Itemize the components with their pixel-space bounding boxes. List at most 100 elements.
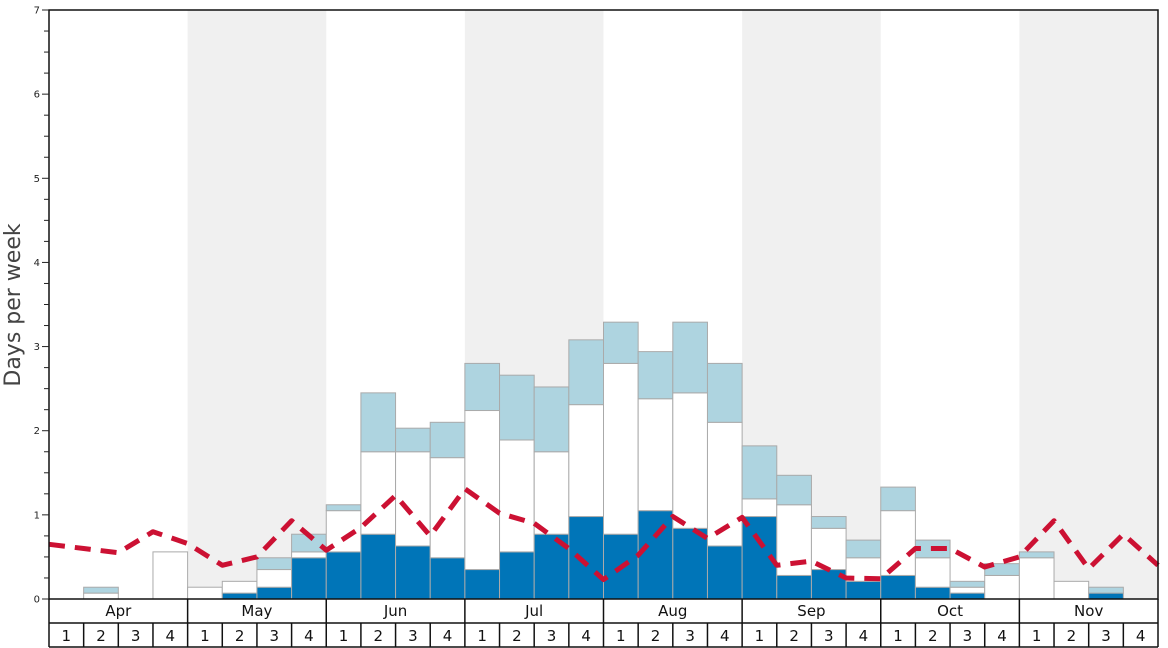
week-label-22: 2 [789,627,799,645]
week-label-18: 2 [651,627,661,645]
bar-dark-segment-11 [395,545,431,600]
bar-light-segment-23 [810,516,847,529]
week-label-13: 1 [477,627,487,645]
bar-light-segment-14 [499,374,535,441]
y-axis: 0 1 2 3 4 5 6 7 [34,6,49,606]
y-tick-label-0: 0 [34,595,40,606]
week-label-4: 4 [166,627,176,645]
bar-light-segment-13 [464,362,501,412]
bar-dark-segment-12 [429,557,466,600]
bar-white-segment-7 [256,569,293,588]
bar-white-segment-28 [984,574,1020,600]
week-label-19: 3 [685,627,695,645]
bar-white-segment-29 [1018,557,1055,600]
bar-white-segment-8 [291,551,327,559]
month-label-sep: Sep [797,602,825,620]
bar-dark-segment-7 [256,586,293,600]
y-tick-label-7: 7 [34,6,40,17]
bar-white-segment-12 [429,457,466,559]
bar-dark-segment-10 [360,533,397,600]
week-label-32: 4 [1136,627,1146,645]
bar-dark-segment-8 [291,557,327,600]
bar-white-segment-4 [152,551,189,600]
bar-white-segment-26 [914,557,951,588]
bar-light-segment-12 [429,421,466,459]
bar-light-segment-27 [949,580,986,588]
bar-light-segment-24 [845,539,882,559]
bar-dark-segment-26 [914,586,951,600]
week-label-20: 4 [720,627,730,645]
bar-dark-segment-31 [1088,592,1124,600]
week-label-21: 1 [755,627,765,645]
week-label-17: 1 [616,627,626,645]
bar-dark-segment-14 [499,551,535,600]
bar-dark-segment-6 [221,592,258,600]
week-label-28: 4 [997,627,1007,645]
week-label-27: 3 [963,627,973,645]
trend-line-layer [48,486,1160,583]
bar-white-segment-14 [499,439,535,553]
week-label-3: 3 [131,627,141,645]
week-label-1: 1 [62,627,72,645]
bar-white-segment-17 [603,362,639,535]
week-label-25: 1 [893,627,903,645]
month-label-nov: Nov [1074,602,1103,620]
month-label-may: May [241,602,272,620]
bar-light-segment-7 [256,557,293,571]
month-shading [187,10,1158,599]
bar-light-segment-29 [1018,551,1055,559]
week-label-12: 4 [443,627,453,645]
y-tick-label-3: 3 [34,342,40,353]
bar-light-segment-10 [360,392,397,453]
bar-light-segment-22 [776,474,812,506]
bar-white-segment-19 [672,392,708,529]
week-label-14: 2 [512,627,522,645]
bar-light-segment-15 [533,386,570,453]
week-label-15: 3 [547,627,557,645]
bar-white-segment-15 [533,451,570,535]
week-label-31: 3 [1101,627,1111,645]
bar-dark-segment-13 [464,569,501,600]
month-label-aug: Aug [658,602,687,620]
bar-dark-segment-9 [325,551,362,600]
bar-white-segment-30 [1053,580,1090,600]
x-axis: Apr May Jun Jul Aug Sep Oct Nov 1 2 3 4 1 2 3 4 1 2 3 4 1 2 3 4… [48,599,1159,648]
bar-light-segment-20 [706,362,743,423]
week-label-7: 3 [269,627,279,645]
month-label-apr: Apr [105,602,132,620]
y-tick-label-2: 2 [34,426,40,437]
bar-dark-segment-22 [776,574,812,600]
week-label-26: 2 [928,627,938,645]
bar-dark-segment-24 [845,580,882,600]
week-label-29: 1 [1032,627,1042,645]
bar-dark-segment-16 [568,516,604,600]
bar-light-segment-19 [672,321,708,394]
bar-dark-segment-25 [880,574,916,600]
month-shade-may [187,10,327,599]
bar-light-segment-2 [83,586,119,594]
week-label-10: 2 [373,627,383,645]
bar-light-segment-21 [741,445,778,500]
week-label-9: 1 [339,627,349,645]
y-tick-label-5: 5 [34,174,40,185]
bar-white-segment-6 [221,580,258,594]
week-label-5: 1 [200,627,210,645]
week-label-6: 2 [235,627,245,645]
bar-light-segment-11 [395,427,431,453]
bar-dark-segment-27 [949,592,986,600]
week-label-11: 3 [408,627,418,645]
bar-dark-segment-19 [672,527,708,600]
y-tick-label-6: 6 [34,90,40,101]
week-label-16: 4 [581,627,591,645]
bar-white-segment-27 [949,586,986,594]
bar-dark-segment-18 [637,510,674,600]
week-label-23: 3 [824,627,834,645]
bar-white-segment-16 [568,404,604,518]
month-label-jun: Jun [383,602,407,620]
bar-white-segment-21 [741,498,778,518]
week-label-2: 2 [96,627,106,645]
trend-line [48,486,1160,583]
week-label-24: 4 [859,627,869,645]
bar-light-segment-9 [325,504,362,512]
